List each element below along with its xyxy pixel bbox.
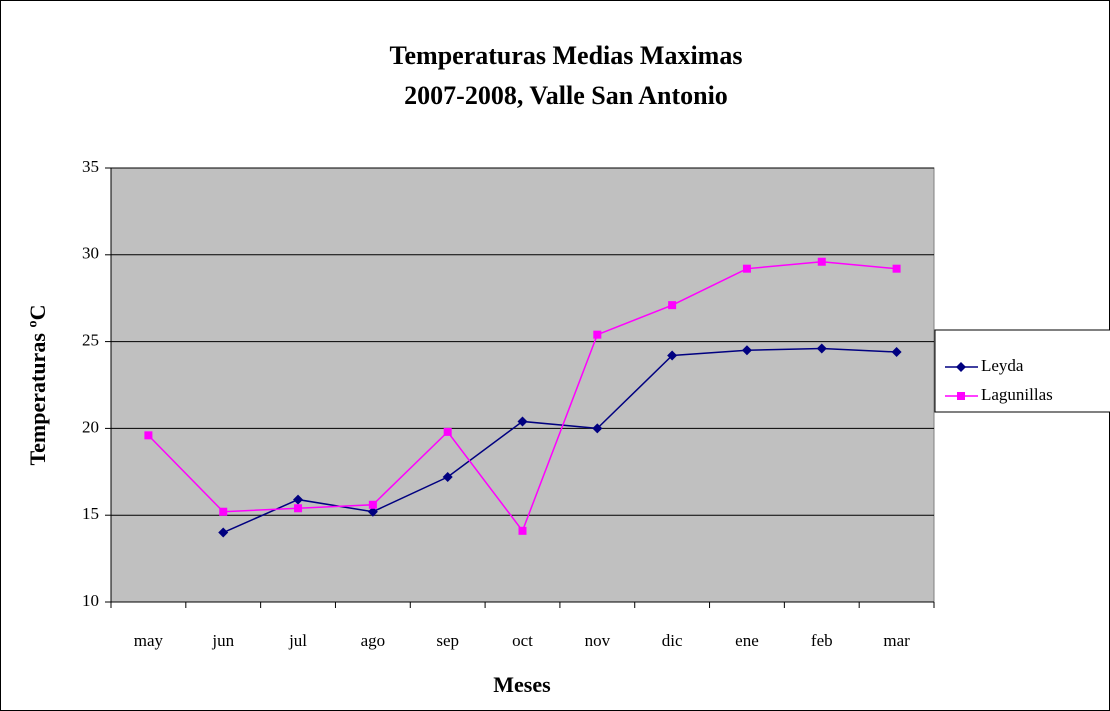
point [892, 264, 901, 273]
x-tick-label: sep [436, 631, 459, 650]
x-tick-label: nov [585, 631, 611, 650]
x-tick-label: feb [811, 631, 833, 650]
point [219, 507, 228, 516]
point [741, 345, 752, 356]
x-tick-label: ago [361, 631, 386, 650]
x-tick-label: ene [735, 631, 759, 650]
point [742, 264, 751, 273]
x-tick-label: dic [662, 631, 683, 650]
chart-title: Temperaturas Medias Maximas [390, 41, 743, 70]
point [816, 343, 827, 354]
point [667, 350, 678, 361]
point [817, 257, 826, 266]
legend-marker [956, 362, 966, 372]
point [367, 506, 378, 517]
point [592, 423, 603, 434]
point [443, 427, 452, 436]
point [518, 526, 527, 535]
series-line [222, 347, 897, 534]
plot-area [110, 167, 935, 603]
y-tick-label: 15 [82, 504, 99, 523]
legend-label: Lagunillas [981, 385, 1053, 404]
point [368, 500, 377, 509]
y-tick-label: 20 [82, 417, 99, 436]
point [593, 330, 602, 339]
point [144, 431, 153, 440]
point [891, 347, 902, 358]
y-tick-label: 30 [82, 244, 99, 263]
legend-label: Leyda [981, 356, 1024, 375]
y-tick-label: 35 [82, 157, 99, 176]
legend-marker [957, 392, 965, 400]
x-tick-label: jun [211, 631, 234, 650]
chart-subtitle: 2007-2008, Valle San Antonio [404, 81, 728, 110]
point [442, 472, 453, 483]
point [668, 301, 677, 310]
x-tick-label: mar [883, 631, 910, 650]
x-tick-label: oct [512, 631, 533, 650]
y-axis-title: Temperaturas ºC [25, 304, 50, 465]
point [293, 494, 304, 505]
x-tick-label: may [134, 631, 164, 650]
x-tick-label: jul [288, 631, 307, 650]
point [294, 504, 303, 513]
y-tick-label: 10 [82, 591, 99, 610]
x-axis-title: Meses [493, 672, 551, 697]
y-tick-label: 25 [82, 331, 99, 350]
point [517, 416, 528, 427]
point [218, 527, 229, 538]
